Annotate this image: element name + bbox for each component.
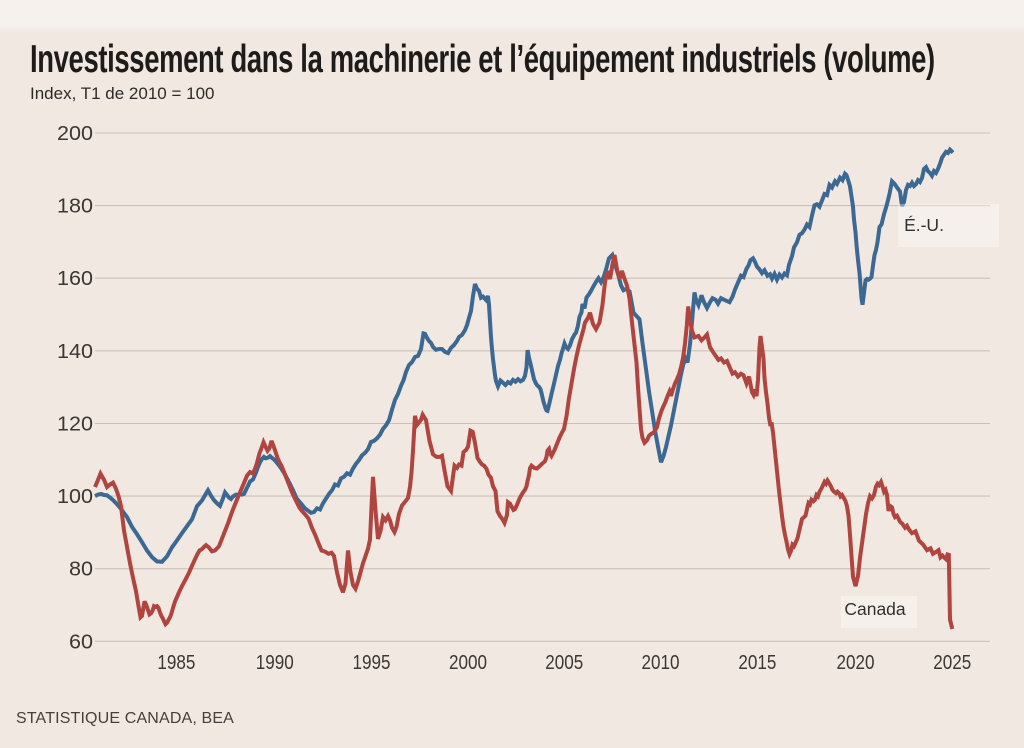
svg-text:É.-U.: É.-U. bbox=[904, 215, 944, 235]
svg-text:80: 80 bbox=[69, 559, 93, 581]
svg-text:120: 120 bbox=[57, 414, 93, 436]
svg-text:160: 160 bbox=[57, 268, 93, 290]
svg-text:60: 60 bbox=[69, 631, 93, 653]
svg-text:2020: 2020 bbox=[837, 652, 875, 674]
svg-text:2000: 2000 bbox=[449, 652, 487, 674]
svg-text:180: 180 bbox=[57, 196, 93, 218]
svg-text:200: 200 bbox=[57, 123, 93, 145]
svg-text:1995: 1995 bbox=[353, 652, 391, 674]
svg-text:2005: 2005 bbox=[545, 652, 583, 674]
svg-text:2025: 2025 bbox=[933, 652, 971, 674]
svg-text:100: 100 bbox=[57, 486, 93, 508]
svg-text:2010: 2010 bbox=[642, 652, 680, 674]
svg-text:2015: 2015 bbox=[738, 652, 776, 674]
svg-text:1990: 1990 bbox=[256, 652, 294, 674]
svg-text:1985: 1985 bbox=[157, 652, 195, 674]
svg-text:140: 140 bbox=[57, 341, 93, 363]
svg-text:Canada: Canada bbox=[844, 599, 906, 619]
